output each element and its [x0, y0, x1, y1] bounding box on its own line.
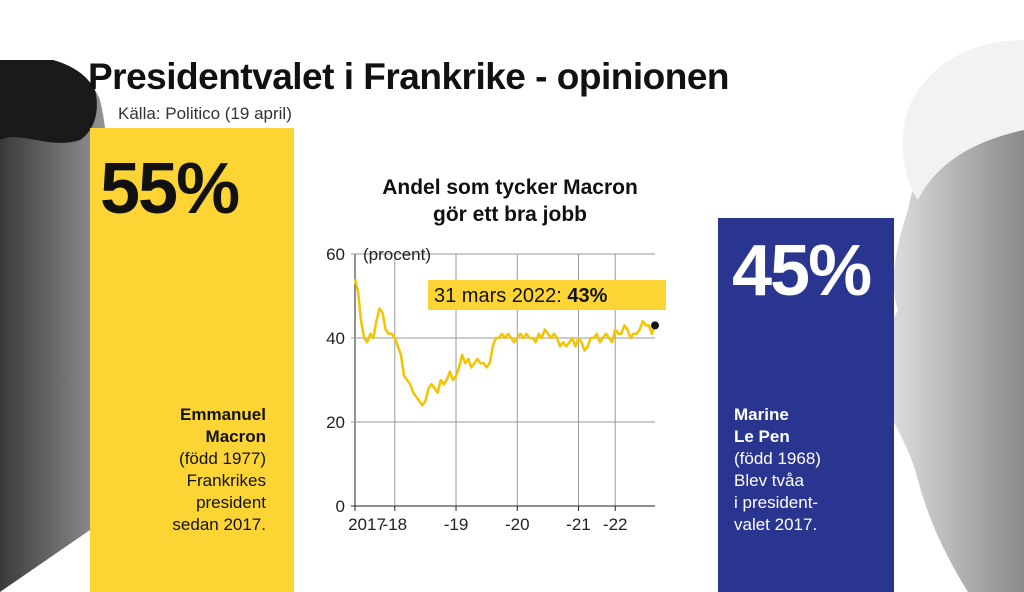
approval-chart: 0 20 40 60 2017-18 -19 -20 -21 -22 (procent) 31 ma… [326, 245, 666, 534]
lepen-last-name: Le Pen [734, 427, 790, 446]
lepen-portrait [877, 40, 1024, 592]
x-tick-label: -19 [444, 515, 469, 534]
x-tick-label: -18 [383, 515, 408, 534]
x-tick-label: -20 [505, 515, 530, 534]
macron-last-name: Macron [205, 427, 266, 446]
source-note: Källa: Politico (19 april) [118, 104, 292, 123]
lepen-info-line1: Blev tvåa [734, 471, 804, 490]
y-tick-label: 60 [326, 245, 345, 264]
lepen-panel [718, 218, 894, 592]
annotation-box [428, 280, 666, 310]
lepen-info-line3: valet 2017. [734, 515, 818, 534]
approval-series-line [353, 278, 657, 407]
y-tick-label: 0 [336, 497, 345, 516]
macron-percent: 55% [100, 149, 240, 229]
lepen-born: (född 1968) [734, 449, 821, 468]
x-tick-label: 2017 [348, 515, 386, 534]
annotation-date: 31 mars 2022: [434, 285, 567, 307]
last-point-marker [651, 321, 659, 330]
chart-title-line1: Andel som tycker Macron [382, 176, 638, 199]
macron-born: (född 1977) [179, 449, 266, 468]
x-tick-label: -22 [603, 515, 628, 534]
macron-info-line1: Frankrikes [186, 471, 266, 490]
macron-panel [90, 128, 294, 592]
macron-info-line3: sedan 2017. [172, 515, 266, 534]
y-unit-label: (procent) [363, 245, 431, 264]
macron-first-name: Emmanuel [180, 405, 266, 424]
macron-info-line2: president [196, 493, 266, 512]
y-tick-label: 20 [326, 413, 345, 432]
x-tick-label: -21 [566, 515, 591, 534]
lepen-info-line2: i president- [734, 493, 819, 512]
macron-info: Emmanuel Macron (född 1977) Frankrikes p… [130, 404, 266, 536]
y-tick-label: 40 [326, 329, 345, 348]
lepen-percent: 45% [732, 231, 872, 311]
macron-portrait [0, 60, 153, 592]
annotation-value: 43% [567, 285, 607, 307]
chart-title: Andel som tycker Macron gör ett bra jobb [320, 174, 700, 228]
lepen-first-name: Marine [734, 405, 789, 424]
chart-title-line2: gör ett bra jobb [433, 203, 587, 226]
annotation-text: 31 mars 2022: 43% [434, 285, 608, 307]
lepen-info: Marine Le Pen (född 1968) Blev tvåa i pr… [734, 404, 884, 536]
page-title: Presidentvalet i Frankrike - opinionen [88, 56, 730, 97]
